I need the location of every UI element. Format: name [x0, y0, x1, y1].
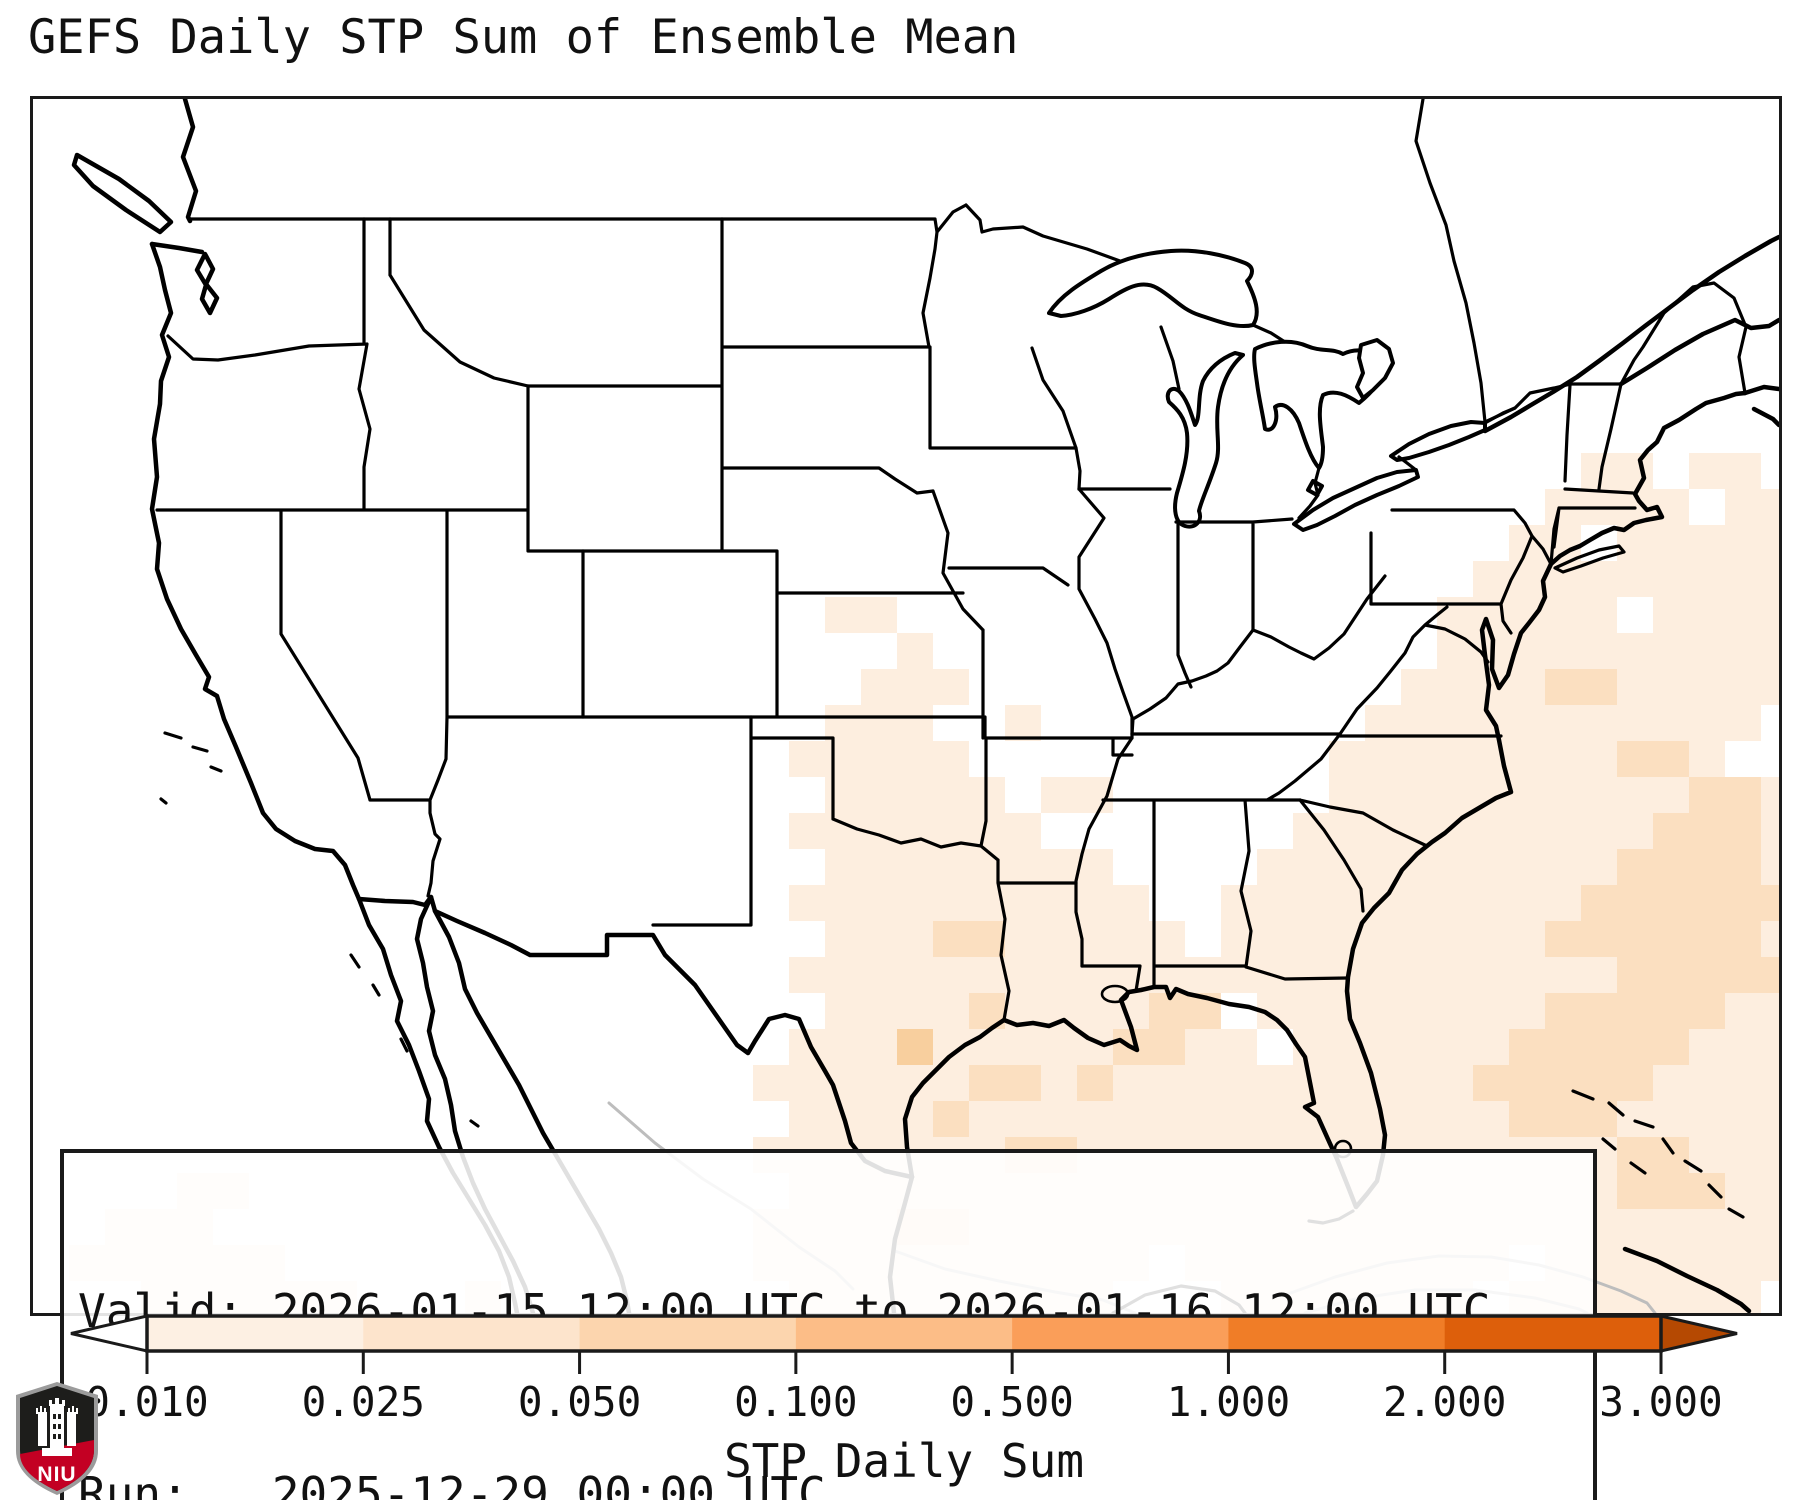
colorbar-tick-label: 0.500 — [950, 1378, 1073, 1426]
colorbar-title: STP Daily Sum — [723, 1434, 1085, 1488]
colorbar-segment — [1444, 1316, 1662, 1351]
lake-pontchartrain — [1100, 984, 1130, 1004]
lake-superior — [1047, 248, 1259, 328]
conus-map — [69, 99, 1779, 1313]
colorbar-over-arrow — [1659, 1314, 1738, 1353]
colorbar-tick-label: 1.000 — [1167, 1378, 1290, 1426]
colorbar-tick-label: 0.025 — [302, 1378, 425, 1426]
colorbar-segment — [579, 1316, 797, 1351]
colorbar-tick-labels: 0.010 0.025 0.050 0.100 0.500 1.000 2.000 3.000 — [85, 1378, 1722, 1426]
logo-red-band — [20, 1440, 94, 1491]
coastlines — [71, 99, 1779, 1313]
colorbar-tick-label: 0.050 — [518, 1378, 641, 1426]
colorbar-tick-label: 0.010 — [85, 1378, 208, 1426]
colorbar-tick-label: 2.000 — [1383, 1378, 1506, 1426]
lake-erie — [1292, 468, 1420, 532]
colorbar-segment — [1012, 1316, 1230, 1351]
colorbar-segment — [1228, 1316, 1446, 1351]
colorbar-under-arrow — [70, 1314, 149, 1353]
colorbar-outline — [145, 1314, 1663, 1353]
colorbar-segments — [70, 1314, 1738, 1353]
state-borders — [155, 203, 1637, 1022]
lake-michigan — [1165, 351, 1245, 529]
logo-niu-text: NIU — [37, 1463, 76, 1486]
niu-logo: NIU — [16, 1382, 98, 1495]
colorbar-tick-label: 0.100 — [734, 1378, 857, 1426]
colorbar-segment — [363, 1316, 581, 1351]
castle-windows — [53, 1414, 61, 1439]
lake-ontario — [1389, 420, 1487, 462]
colorbar: 0.010 0.025 0.050 0.100 0.500 1.000 2.000 3.000 — [70, 1314, 1738, 1426]
map-frame: Valid: 2026-01-15 12:00 UTC to 2026-01-1… — [30, 96, 1782, 1500]
colorbar-ticks — [145, 1351, 1663, 1374]
georgian-bay — [1355, 338, 1395, 400]
lake-huron — [1252, 339, 1387, 470]
colorbar-segment — [795, 1316, 1013, 1351]
figure-title: GEFS Daily STP Sum of Ensemble Mean — [28, 10, 1019, 65]
great-lakes — [1047, 248, 1517, 1159]
colorbar-tick-label: 3.000 — [1599, 1378, 1722, 1426]
colorbar-segment — [147, 1316, 364, 1351]
run-time-text: Run: 2025-12-29 00:00 UTC — [78, 1467, 826, 1500]
